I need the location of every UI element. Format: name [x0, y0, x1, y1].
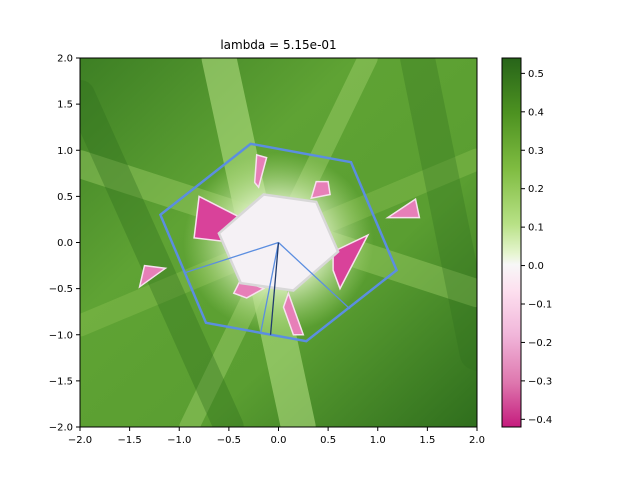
y-tick-label: 1.5 — [57, 100, 73, 111]
colorbar-tick-label: 0.3 — [528, 146, 544, 157]
x-tick-label: 0.5 — [320, 435, 336, 446]
negative-region-6 — [138, 264, 168, 289]
colorbar-ticks: 0.5 0.4 0.3 0.2 0.1 0.0 −0.1 −0.2 −0.3 −0.4 — [521, 69, 552, 426]
colorbar-tick-label: −0.3 — [528, 376, 552, 387]
ray-1 — [278, 242, 351, 310]
y-tick-label: −2.0 — [49, 423, 73, 434]
ray-0 — [184, 241, 279, 274]
value-band-5 — [400, 58, 477, 371]
x-axis-ticks: −2.0 −1.5 −1.0 −0.5 0.0 0.5 1.0 1.5 2.0 — [68, 427, 485, 446]
colorbar-tick-label: 0.1 — [528, 223, 544, 234]
chart-title: lambda = 5.15e-01 — [220, 38, 336, 52]
colorbar-tick-label: −0.2 — [528, 338, 552, 349]
x-tick-label: −2.0 — [68, 435, 92, 446]
colorbar-tick-label: −0.4 — [528, 415, 552, 426]
negative-region-5 — [282, 290, 305, 336]
y-tick-label: 0.5 — [57, 192, 73, 203]
colorbar-tick-label: −0.1 — [528, 300, 552, 311]
negative-region-7 — [385, 197, 421, 219]
x-tick-label: 0.0 — [271, 435, 287, 446]
y-axis-ticks: 2.0 1.5 1.0 0.5 0.0 −0.5 −1.0 −1.5 −2.0 — [49, 54, 80, 434]
x-tick-label: −0.5 — [217, 435, 241, 446]
plot-area — [80, 58, 477, 427]
y-tick-label: 0.0 — [57, 238, 73, 249]
value-band-4 — [80, 80, 244, 427]
y-tick-label: −1.5 — [49, 376, 73, 387]
ray-3 — [269, 242, 280, 335]
negative-region-1 — [253, 153, 268, 189]
y-tick-label: −1.0 — [49, 330, 73, 341]
x-tick-label: −1.0 — [167, 435, 191, 446]
y-tick-label: 1.0 — [57, 146, 73, 157]
ray-lines — [184, 241, 351, 335]
x-tick-label: 1.5 — [419, 435, 435, 446]
ray-2 — [259, 242, 280, 334]
colorbar-tick-label: 0.0 — [528, 261, 544, 272]
y-tick-label: 2.0 — [57, 54, 73, 65]
negative-region-2 — [310, 180, 331, 200]
x-tick-label: −1.5 — [117, 435, 141, 446]
outer-hexagon-boundary — [158, 142, 399, 343]
colorbar-tick-label: 0.4 — [528, 107, 544, 118]
colorbar-tick-label: 0.5 — [528, 69, 544, 80]
y-tick-label: −0.5 — [49, 284, 73, 295]
negative-region-3 — [332, 233, 370, 291]
colorbar-gradient — [501, 57, 522, 428]
x-tick-label: 1.0 — [370, 435, 386, 446]
colorbar: 0.5 0.4 0.3 0.2 0.1 0.0 −0.1 −0.2 −0.3 −0.4 — [501, 57, 552, 428]
colorbar-tick-label: 0.2 — [528, 184, 544, 195]
x-tick-label: 2.0 — [469, 435, 485, 446]
